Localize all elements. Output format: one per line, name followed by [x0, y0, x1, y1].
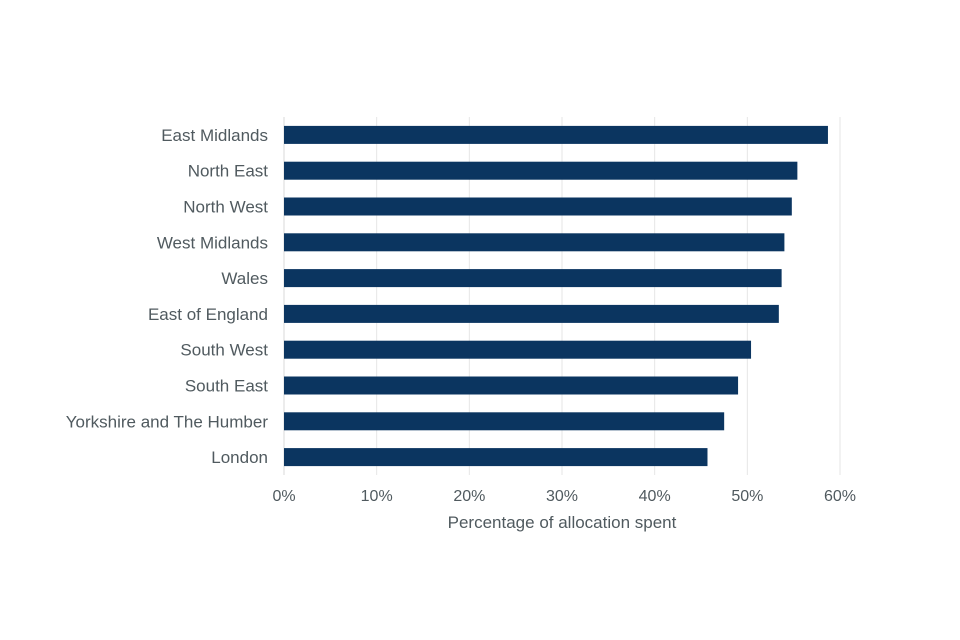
category-label: South East	[185, 377, 268, 396]
bar	[284, 269, 782, 288]
category-label: London	[211, 448, 268, 467]
category-label: North West	[183, 198, 268, 217]
bar	[284, 412, 725, 431]
bar	[284, 304, 779, 323]
category-label: North East	[188, 162, 269, 181]
bar	[284, 448, 708, 467]
x-tick-label: 30%	[546, 488, 578, 505]
x-tick-label: 60%	[824, 488, 856, 505]
x-axis-title: Percentage of allocation spent	[448, 513, 677, 532]
x-tick-label: 40%	[639, 488, 671, 505]
category-label: East of England	[148, 305, 268, 324]
bar	[284, 197, 792, 216]
bar	[284, 340, 752, 359]
category-label: West Midlands	[157, 233, 268, 252]
category-label: South West	[180, 341, 268, 360]
x-tick-label: 0%	[272, 488, 295, 505]
bar	[284, 376, 739, 395]
x-tick-label: 10%	[361, 488, 393, 505]
category-label: Yorkshire and The Humber	[66, 412, 269, 431]
x-tick-label: 50%	[731, 488, 763, 505]
bars	[284, 125, 828, 467]
bar	[284, 233, 785, 252]
category-label: East Midlands	[161, 126, 268, 145]
x-tick-label: 20%	[453, 488, 485, 505]
category-labels: East Midlands North East North West West Mi…	[66, 126, 269, 467]
category-label: Wales	[221, 269, 268, 288]
bar	[284, 125, 828, 144]
bar	[284, 161, 798, 180]
x-tick-labels: 0% 10% 20% 30% 40% 50% 60%	[272, 488, 856, 505]
